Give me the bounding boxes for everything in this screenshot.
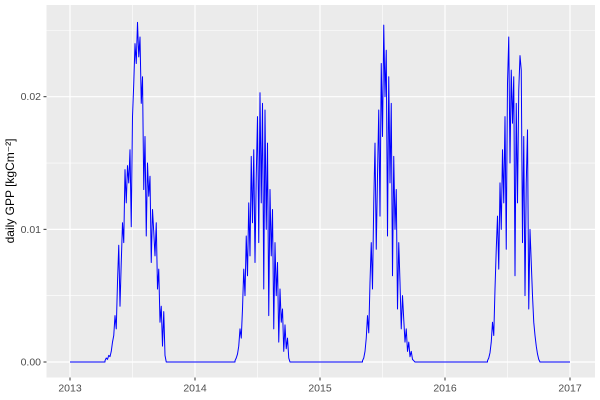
y-tick-label: 0.00 — [21, 357, 42, 369]
gpp-line-series — [70, 21, 570, 363]
x-tick-label: 2014 — [183, 383, 207, 395]
y-tick-label: 0.02 — [21, 91, 42, 103]
x-tick-label: 2017 — [558, 383, 582, 395]
panel-background — [46, 5, 595, 378]
x-tick-label: 2015 — [308, 383, 332, 395]
x-tick-label: 2013 — [58, 383, 82, 395]
y-tick-label: 0.01 — [21, 224, 42, 236]
x-tick-label: 2016 — [433, 383, 457, 395]
